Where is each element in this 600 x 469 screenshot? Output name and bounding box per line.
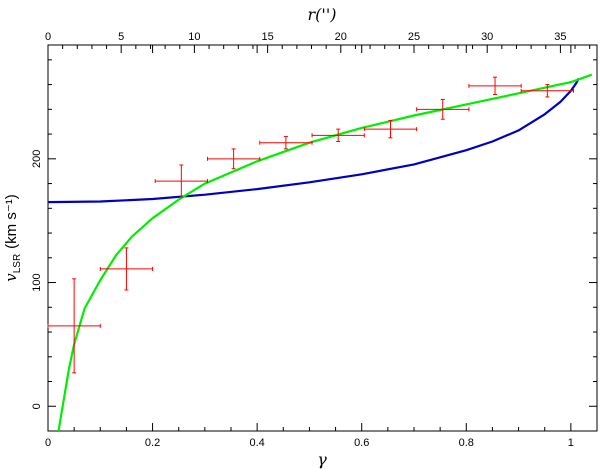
y-axis-label-symbol: v <box>2 273 20 282</box>
y-axis-label-subscript: LSR <box>12 254 23 273</box>
plot-frame <box>47 44 598 432</box>
data-point <box>311 128 365 142</box>
data-point <box>47 278 101 374</box>
top-x-axis-label: r('') <box>308 5 337 24</box>
y-axis-label: vLSR (km s⁻¹) <box>2 194 23 282</box>
top-x-tick-label: 15 <box>261 31 273 43</box>
top-x-tick-label: 5 <box>118 31 124 43</box>
data-point <box>416 98 470 120</box>
data-point <box>99 247 154 291</box>
data-point <box>154 164 208 198</box>
top-x-tick-label: 0 <box>45 31 51 43</box>
x-tick-label: 1 <box>568 437 574 449</box>
y-tick-label: 0 <box>31 403 43 409</box>
x-tick-label: 0.6 <box>354 437 369 449</box>
data-point <box>363 119 418 139</box>
x-tick-label: 0.4 <box>249 437 264 449</box>
curves-layer <box>47 73 593 432</box>
top-x-tick-label: 35 <box>554 31 566 43</box>
x-tick-label: 0.2 <box>145 437 160 449</box>
green-model-curve <box>57 73 593 432</box>
x-tick-label: 0.8 <box>459 437 474 449</box>
top-x-tick-label: 30 <box>481 31 493 43</box>
data-point <box>259 136 313 150</box>
data-point <box>520 84 574 98</box>
top-x-tick-label: 25 <box>408 31 420 43</box>
x-axis-label: γ <box>317 450 327 469</box>
x-tick-label: 0 <box>45 437 51 449</box>
top-x-tick-label: 10 <box>188 31 200 43</box>
data-point <box>206 148 261 170</box>
y-tick-label: 100 <box>31 273 43 291</box>
y-axis-label-unit: (km s⁻¹) <box>3 194 20 249</box>
blue-model-curve <box>47 77 580 204</box>
top-x-tick-label: 20 <box>335 31 347 43</box>
y-tick-label: 200 <box>31 150 43 168</box>
points-layer <box>47 76 574 374</box>
data-point <box>468 76 522 95</box>
